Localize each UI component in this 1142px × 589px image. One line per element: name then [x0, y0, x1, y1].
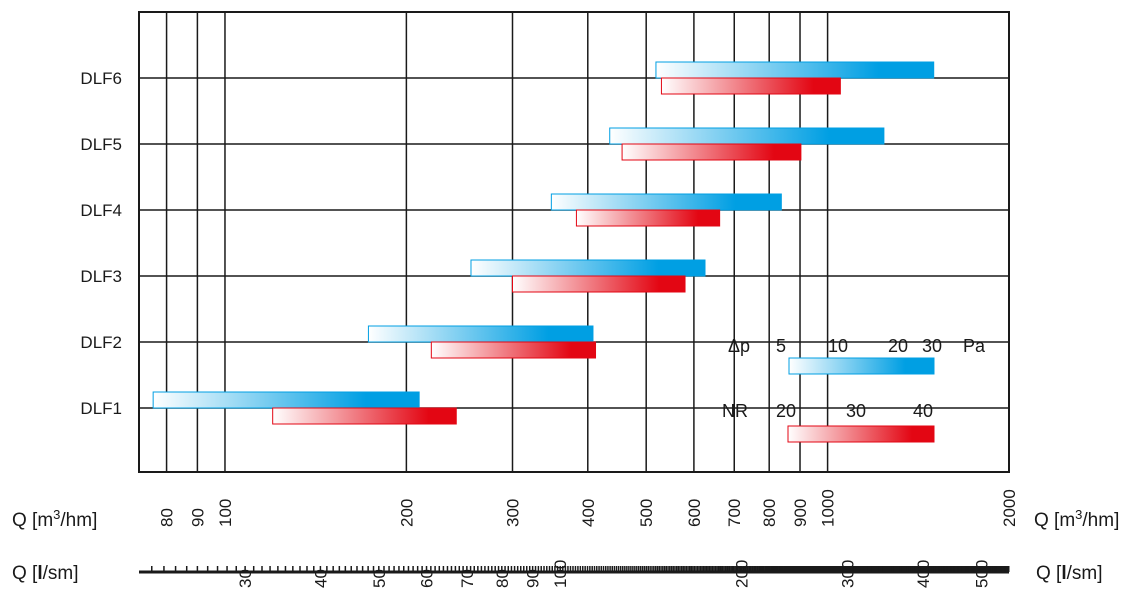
- tick-ls-30: 30: [236, 569, 255, 588]
- x-axis-m3h-label-left: Q [m3/hm]: [12, 507, 97, 531]
- legend-noise-value-40: 40: [913, 401, 933, 421]
- tick-m3h-900: 900: [791, 499, 810, 527]
- tick-m3h-800: 800: [760, 499, 779, 527]
- bar-pressure-dlf5: [609, 127, 885, 145]
- tick-ls-400: 400: [914, 560, 933, 588]
- tick-ls-500: 500: [972, 560, 991, 588]
- legend-pressure-prefix: Δp: [728, 336, 750, 356]
- tick-ls-60: 60: [418, 569, 437, 588]
- tick-m3h-80: 80: [158, 508, 177, 527]
- legend-noise-swatch: [787, 425, 935, 443]
- x-axis-ls-label-right: Q [l/sm]: [1036, 563, 1103, 584]
- tick-ls-300: 300: [839, 560, 858, 588]
- bar-noise-dlf4: [575, 209, 721, 227]
- legend-pressure-value-20: 20: [888, 336, 908, 356]
- tick-ls-50: 50: [370, 569, 389, 588]
- legend-pressure-value-5: 5: [776, 336, 786, 356]
- legend-pressure-value-10: 10: [828, 336, 848, 356]
- legend-pressure-swatch: [788, 357, 935, 375]
- tick-m3h-400: 400: [579, 499, 598, 527]
- category-label-dlf1: DLF1: [80, 399, 122, 418]
- x-axis-m3h: 80 90 100 200 300 400 500 600 700 800 900 1000 2000: [158, 489, 1019, 527]
- tick-m3h-500: 500: [637, 499, 656, 527]
- category-label-dlf6: DLF6: [80, 69, 122, 88]
- tick-m3h-100: 100: [216, 499, 235, 527]
- bar-noise-dlf3: [511, 275, 686, 293]
- tick-m3h-200: 200: [397, 499, 416, 527]
- x-axis-ls: 30 40 50 60 70 80 90 100 200 300 400 500: [151, 560, 1010, 588]
- tick-ls-80: 80: [493, 569, 512, 588]
- tick-ls-100: 100: [551, 560, 570, 588]
- plot-frame: [138, 11, 1010, 473]
- bar-pressure-dlf1: [152, 391, 420, 409]
- bar-pressure-dlf3: [470, 259, 706, 277]
- tick-m3h-90: 90: [188, 508, 207, 527]
- tick-m3h-2000: 2000: [1000, 489, 1019, 527]
- bar-pressure-dlf2: [367, 325, 594, 343]
- legend-pressure-value-30: 30: [922, 336, 942, 356]
- category-labels: DLF1 DLF2 DLF3 DLF4 DLF5 DLF6: [80, 69, 122, 418]
- legend-pressure-unit: Pa: [963, 336, 986, 356]
- tick-m3h-700: 700: [725, 499, 744, 527]
- category-label-dlf4: DLF4: [80, 201, 122, 220]
- category-label-dlf3: DLF3: [80, 267, 122, 286]
- tick-m3h-300: 300: [503, 499, 522, 527]
- bar-noise-dlf1: [272, 407, 457, 425]
- bar-noise-dlf5: [621, 143, 802, 161]
- bar-layer: [152, 61, 935, 425]
- tick-ls-90: 90: [524, 569, 543, 588]
- category-label-dlf5: DLF5: [80, 135, 122, 154]
- x-axis-ls-label-left: Q [l/sm]: [12, 563, 79, 584]
- bar-pressure-dlf6: [655, 61, 935, 79]
- tick-m3h-600: 600: [685, 499, 704, 527]
- tick-ls-70: 70: [458, 569, 477, 588]
- bar-noise-dlf6: [660, 77, 841, 95]
- legend-noise-group: NR 20 30 40: [722, 401, 935, 443]
- legend-noise-value-30: 30: [846, 401, 866, 421]
- category-label-dlf2: DLF2: [80, 333, 122, 352]
- bar-pressure-dlf4: [550, 193, 782, 211]
- legend-pressure-group: Δp 5 10 20 30 Pa: [728, 336, 986, 375]
- tick-m3h-1000: 1000: [819, 489, 838, 527]
- legend-noise-prefix: NR: [722, 401, 748, 421]
- tick-ls-40: 40: [311, 569, 330, 588]
- tick-ls-200: 200: [733, 560, 752, 588]
- legend-noise-value-20: 20: [776, 401, 796, 421]
- bar-noise-dlf2: [430, 341, 597, 359]
- x-axis-m3h-label-right: Q [m3/hm]: [1034, 507, 1119, 531]
